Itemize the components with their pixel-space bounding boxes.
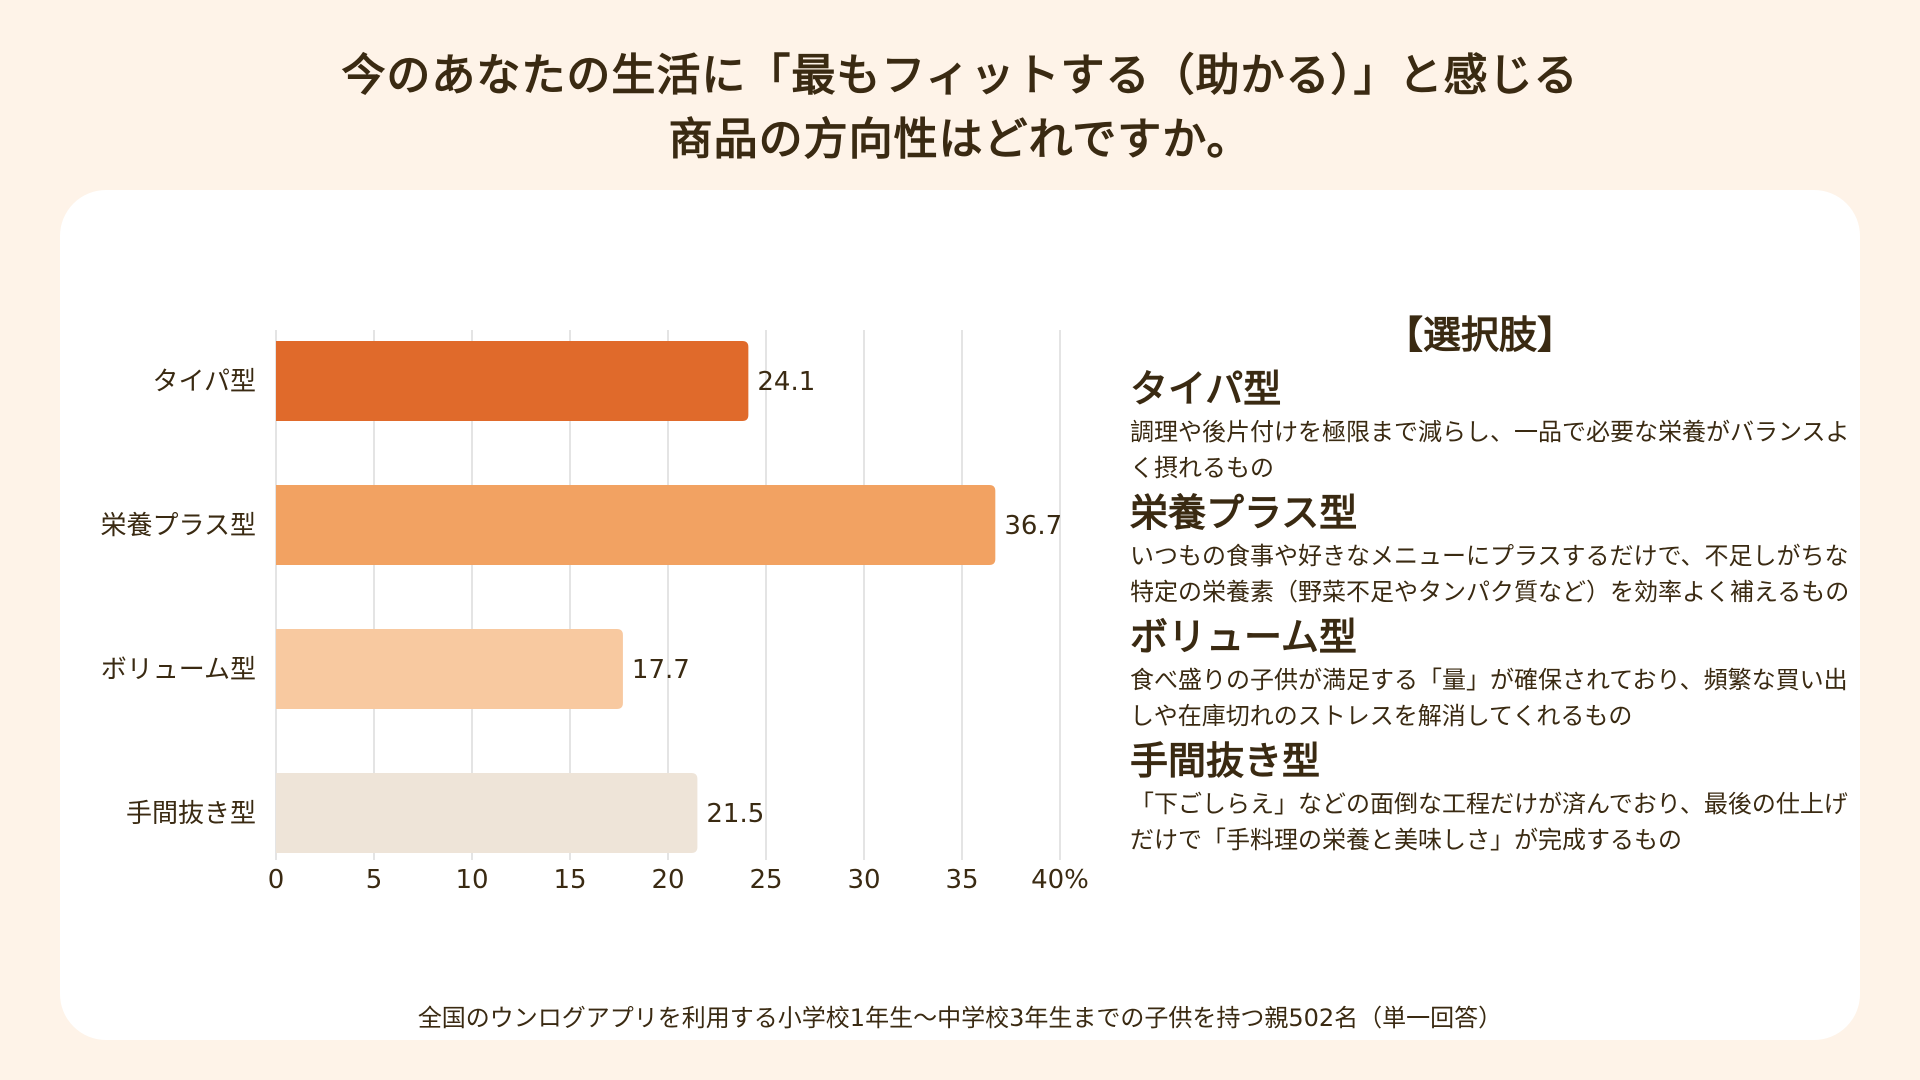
option-item: 手間抜き型 「下ごしらえ」などの面倒な工程だけが済んでおり、最後の仕上げだけで「… <box>1130 736 1860 858</box>
option-title: ボリューム型 <box>1130 615 1357 659</box>
title-line-2: 商品の方向性はどれですか。 <box>668 114 1252 165</box>
page-title: 今のあなたの生活に「最もフィットする（助かる）」と感じる 商品の方向性はどれです… <box>0 44 1920 172</box>
option-title: 栄養プラス型 <box>1130 491 1358 535</box>
option-title: 手間抜き型 <box>1130 739 1321 783</box>
category-label: ボリューム型 <box>101 655 256 685</box>
x-tick-label: 5 <box>366 865 383 895</box>
bar-value-label: 21.5 <box>706 799 764 829</box>
bar-value-label: 17.7 <box>632 655 690 685</box>
x-tick-label: 40% <box>1031 865 1089 895</box>
x-tick-label: 35 <box>945 865 978 895</box>
option-description: 食べ盛りの子供が満足する「量」が確保されており、頻繁な買い出しや在庫切れのストレ… <box>1130 666 1848 730</box>
option-item: タイパ型 調理や後片付けを極限まで減らし、一品で必要な栄養がバランスよく摂れるも… <box>1130 364 1860 486</box>
x-tick-label: 25 <box>749 865 782 895</box>
category-label: タイパ型 <box>153 367 256 397</box>
option-item: 栄養プラス型 いつもの食事や好きなメニューにプラスするだけで、不足しがちな特定の… <box>1130 488 1860 610</box>
bar <box>276 485 996 565</box>
category-label: 栄養プラス型 <box>101 511 256 541</box>
title-line-1: 今のあなたの生活に「最もフィットする（助かる）」と感じる <box>341 50 1579 101</box>
options-heading: 【選択肢】 <box>1384 313 1575 357</box>
labels: 0 5 10 15 20 25 30 35 40% 24.1 タイパ型 36.7 栄養プラス型 17.7 ボ… <box>101 367 1089 895</box>
content-card <box>60 190 1860 1040</box>
bar-value-label: 36.7 <box>1004 511 1062 541</box>
bar <box>276 773 698 853</box>
x-tick-label: 30 <box>847 865 880 895</box>
bar <box>276 629 623 709</box>
category-label: 手間抜き型 <box>126 799 256 829</box>
option-title: タイパ型 <box>1130 367 1282 411</box>
x-tick-label: 15 <box>553 865 586 895</box>
x-tick-label: 10 <box>455 865 488 895</box>
x-tick-label: 0 <box>268 865 285 895</box>
bar <box>276 341 749 421</box>
option-description: 調理や後片付けを極限まで減らし、一品で必要な栄養がバランスよく摂れるもの <box>1130 418 1850 482</box>
bars <box>276 341 996 853</box>
bar-value-label: 24.1 <box>757 367 815 397</box>
x-tick-label: 20 <box>651 865 684 895</box>
footnote: 全国のウンログアプリを利用する小学校1年生〜中学校3年生までの子供を持つ親502… <box>417 1004 1503 1032</box>
option-description: いつもの食事や好きなメニューにプラスするだけで、不足しがちな特定の栄養素（野菜不… <box>1130 542 1850 606</box>
options-panel: 【選択肢】 タイパ型 調理や後片付けを極限まで減らし、一品で必要な栄養がバランス… <box>1130 308 1860 860</box>
option-description: 「下ごしらえ」などの面倒な工程だけが済んでおり、最後の仕上げだけで「手料理の栄養… <box>1130 790 1848 854</box>
option-item: ボリューム型 食べ盛りの子供が満足する「量」が確保されており、頻繁な買い出しや在… <box>1130 612 1860 734</box>
